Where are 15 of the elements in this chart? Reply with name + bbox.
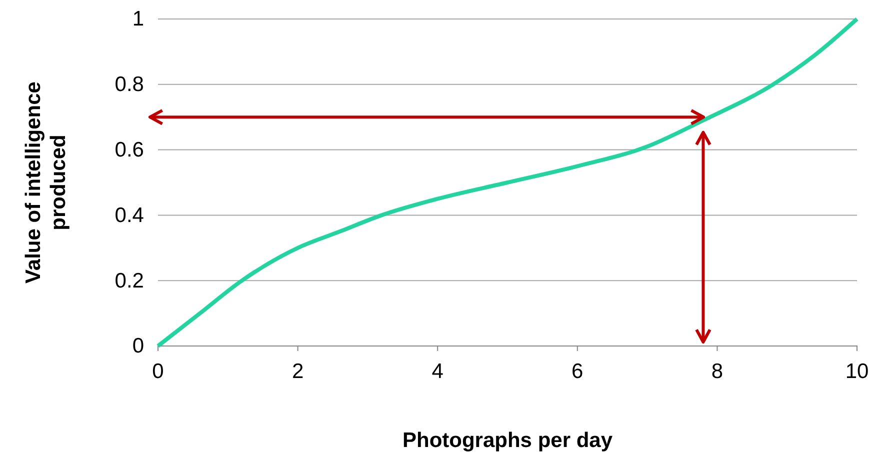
x-tick-label: 2 bbox=[292, 360, 304, 383]
x-axis-title: Photographs per day bbox=[402, 429, 613, 452]
x-tick-label: 8 bbox=[711, 360, 724, 383]
x-tick-label: 6 bbox=[572, 360, 584, 383]
x-tick-label: 0 bbox=[152, 360, 164, 383]
y-tick-label: 0.4 bbox=[114, 204, 144, 227]
x-tick-label: 4 bbox=[432, 360, 444, 383]
y-tick-label: 0.6 bbox=[114, 138, 144, 162]
y-tick-label: 0.8 bbox=[114, 73, 144, 96]
y-tick-label: 0.2 bbox=[114, 269, 144, 292]
x-tick-label: 10 bbox=[845, 360, 869, 383]
line-series bbox=[156, 17, 859, 348]
y-tick-label: 1 bbox=[132, 8, 144, 31]
y-tick-label: 0 bbox=[132, 334, 144, 358]
y-axis-title: Value of intelligence produced bbox=[22, 82, 70, 284]
